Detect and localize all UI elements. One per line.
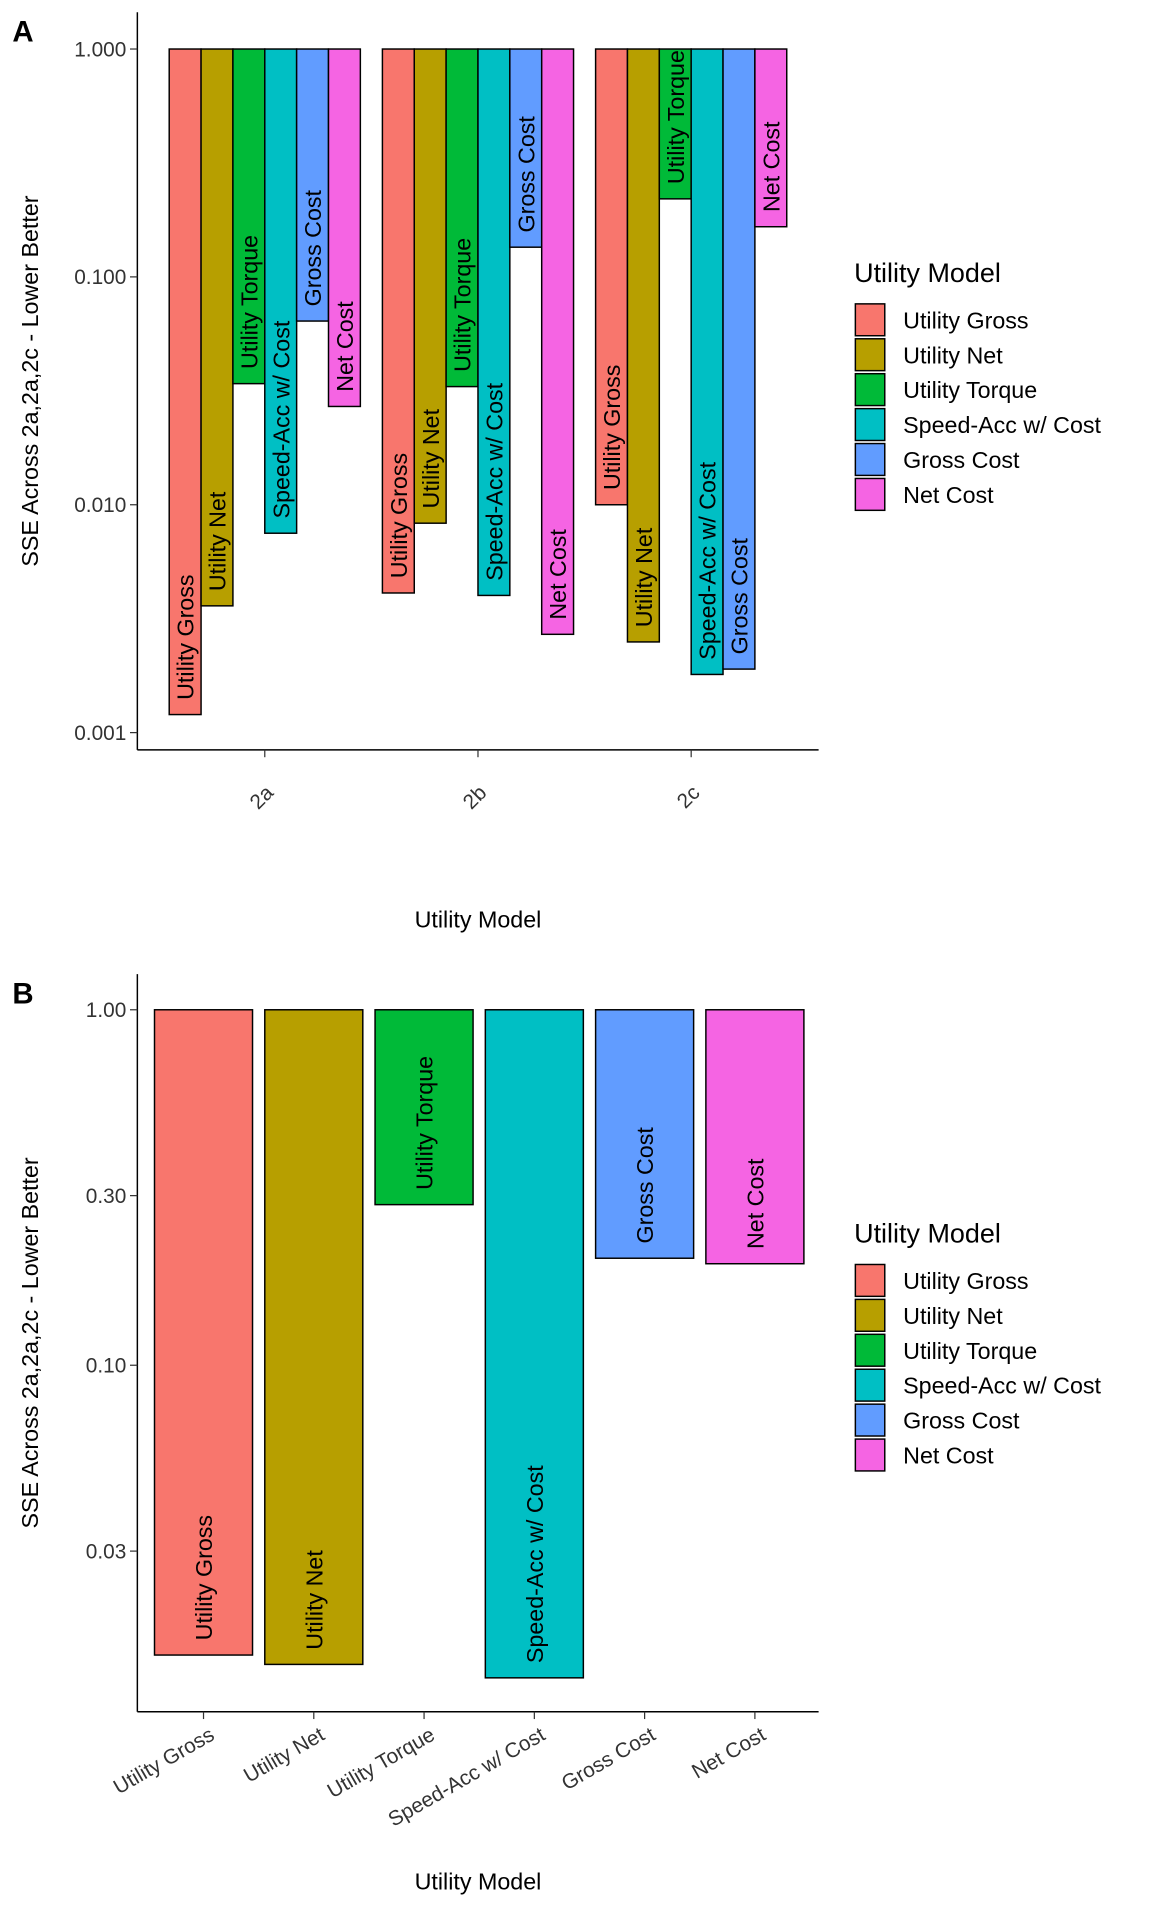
bar-label: Gross Cost: [300, 189, 326, 306]
legend-key: [854, 372, 886, 407]
bar: [690, 48, 724, 676]
legend-label: Utility Net: [903, 342, 1003, 368]
legend-label: Speed-Acc w/ Cost: [903, 1373, 1101, 1399]
bar: [754, 48, 788, 228]
bar: [445, 48, 479, 388]
legend-key: [854, 303, 886, 337]
bar: [477, 48, 511, 597]
y-axis-title: SSE Across 2a,2a,2c - Lower Better: [17, 195, 43, 566]
bar: [381, 48, 415, 594]
legend-label: Gross Cost: [903, 1408, 1020, 1434]
legend-label: Net Cost: [903, 1443, 994, 1469]
bar: [327, 48, 362, 408]
legend-label: Utility Gross: [903, 307, 1028, 333]
bar-label: Net Cost: [545, 529, 571, 620]
bar-label: Utility Net: [418, 408, 444, 508]
x-tick-label: Net Cost: [688, 1723, 770, 1784]
panel-tag: B: [12, 977, 33, 1010]
bar: [264, 1009, 364, 1666]
bar-label: Utility Torque: [412, 1056, 438, 1190]
bar: [264, 48, 298, 534]
x-axis-title: Utility Model: [415, 907, 542, 933]
x-tick-label: Utility Gross: [110, 1723, 219, 1799]
x-axis-title: Utility Model: [415, 1868, 542, 1894]
legend-label: Speed-Acc w/ Cost: [903, 412, 1101, 438]
bar-label: Speed-Acc w/ Cost: [268, 320, 294, 518]
bar-label: Utility Torque: [450, 238, 476, 372]
bar-label: Utility Net: [631, 527, 657, 627]
bar: [594, 1009, 695, 1259]
x-tick-label: Gross Cost: [558, 1723, 660, 1795]
y-tick-label: 0.10: [86, 1355, 127, 1378]
legend-label: Utility Gross: [903, 1268, 1028, 1294]
bar-label: Gross Cost: [727, 538, 753, 655]
bar: [413, 48, 447, 524]
legend-key: [854, 1298, 886, 1332]
legend-key: [854, 1438, 886, 1472]
legend-key: [854, 407, 886, 442]
bar-label: Speed-Acc w/ Cost: [481, 382, 507, 580]
legend-title: Utility Model: [854, 258, 1001, 288]
bar-label: Utility Gross: [386, 453, 412, 578]
bar-label: Utility Torque: [663, 50, 689, 184]
y-tick-label: 0.010: [74, 494, 126, 517]
bar: [295, 48, 330, 322]
x-tick-label: 2a: [245, 781, 278, 814]
bar: [232, 48, 266, 385]
bar: [509, 48, 543, 248]
panel-tag: A: [12, 16, 33, 49]
bar-label: Gross Cost: [632, 1127, 658, 1244]
legend-label: Net Cost: [903, 482, 994, 508]
bar-label: Utility Gross: [191, 1515, 217, 1640]
legend-key: [854, 1263, 886, 1298]
bar: [200, 48, 234, 607]
bar: [153, 1009, 254, 1656]
bar: [374, 1009, 474, 1206]
bar: [594, 48, 629, 506]
legend-key: [854, 338, 886, 372]
bar-label: Gross Cost: [513, 116, 539, 233]
y-tick-label: 0.001: [74, 722, 126, 745]
y-tick-label: 1.000: [74, 38, 126, 61]
x-tick-label: Utility Net: [240, 1723, 329, 1788]
bar: [705, 1009, 805, 1265]
legend-label: Utility Net: [903, 1303, 1003, 1329]
x-tick-label: 2b: [459, 781, 492, 814]
legend-label: Gross Cost: [903, 447, 1020, 473]
x-tick-label: 2c: [673, 781, 705, 813]
legend-key: [854, 1403, 886, 1437]
legend-key: [854, 477, 886, 512]
bar: [168, 48, 202, 716]
legend-title: Utility Model: [854, 1218, 1001, 1248]
y-axis-title: SSE Across 2a,2a,2c - Lower Better: [17, 1157, 43, 1528]
legend-key: [854, 1368, 886, 1402]
bar-label: Utility Net: [205, 491, 231, 591]
y-tick-label: 1.00: [86, 999, 127, 1022]
bar: [722, 48, 756, 670]
bar-label: Utility Net: [301, 1550, 327, 1650]
legend-label: Utility Torque: [903, 377, 1037, 403]
bar: [658, 48, 692, 200]
bar: [484, 1009, 585, 1679]
bar-label: Net Cost: [758, 121, 784, 212]
bar-label: Utility Gross: [173, 574, 199, 699]
bar-label: Utility Gross: [599, 365, 625, 490]
y-tick-label: 0.30: [86, 1185, 127, 1208]
legend-label: Utility Torque: [903, 1338, 1037, 1364]
bar: [626, 48, 661, 643]
y-tick-label: 0.03: [86, 1540, 127, 1563]
bar-label: Net Cost: [742, 1158, 768, 1249]
bar-label: Speed-Acc w/ Cost: [695, 461, 721, 659]
y-tick-label: 0.100: [74, 266, 126, 289]
bar-label: Utility Torque: [236, 235, 262, 369]
legend-key: [854, 1333, 886, 1367]
bar-label: Speed-Acc w/ Cost: [522, 1465, 548, 1663]
bar-label: Net Cost: [332, 301, 358, 392]
bar: [540, 48, 575, 636]
legend-key: [854, 442, 886, 477]
